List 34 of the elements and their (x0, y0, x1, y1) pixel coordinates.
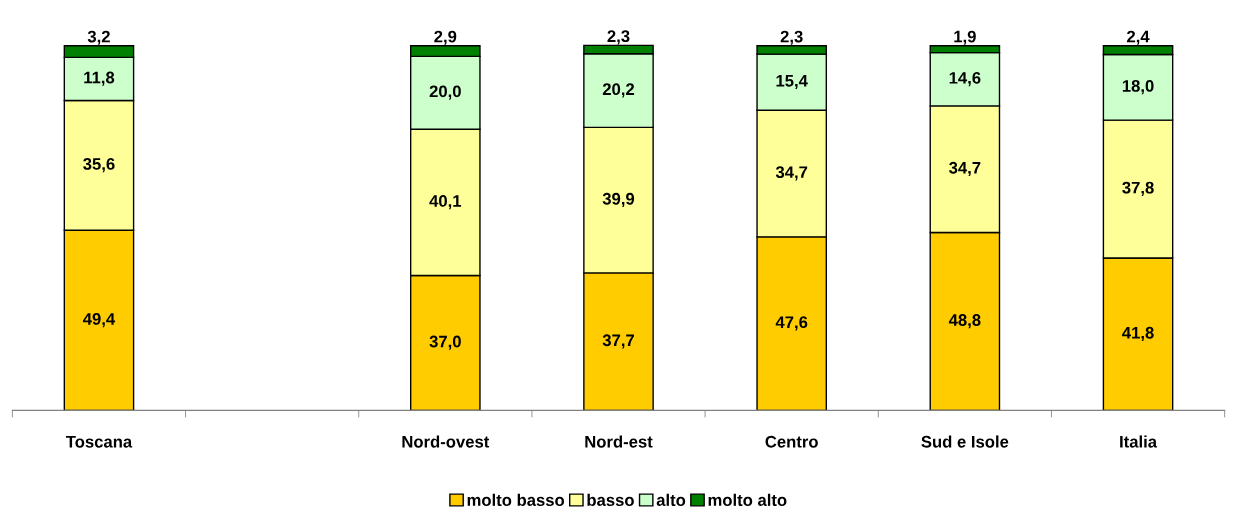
data-label: 15,4 (776, 75, 808, 90)
data-label: 34,7 (949, 161, 981, 177)
x-tick-label: Italia (1120, 435, 1158, 448)
x-tick-label: Toscana (65, 436, 133, 448)
data-label: 11,8 (84, 71, 115, 86)
data-label: 18,0 (1122, 79, 1154, 95)
legend-label: basso (587, 493, 634, 506)
legend-label: molto basso (467, 493, 565, 506)
legend-label: molto alto (708, 493, 787, 506)
x-tick-label: Nord-ovest (402, 435, 490, 448)
data-label: 48,8 (948, 314, 981, 329)
data-label: 40,1 (429, 195, 462, 210)
data-label: 37,0 (429, 335, 461, 350)
data-label: 20,2 (602, 83, 635, 98)
data-label: 2,4 (1127, 30, 1150, 45)
x-tick-label: Sud e Isole (921, 435, 1009, 448)
data-label: 1,9 (954, 30, 976, 45)
data-label: 37,8 (1122, 181, 1154, 196)
data-label: 2,9 (434, 30, 457, 45)
data-label: 14,6 (949, 71, 981, 87)
data-label: 39,9 (602, 192, 635, 208)
x-tick-label: Centro (765, 435, 818, 448)
data-label: 3,2 (87, 30, 110, 45)
data-label: 2,3 (780, 30, 803, 45)
data-label: 49,4 (83, 313, 116, 328)
data-label: 20,0 (429, 85, 461, 100)
data-label: 37,7 (602, 334, 634, 349)
data-label: 35,6 (83, 158, 115, 173)
data-label: 41,8 (1122, 326, 1154, 342)
data-label: 2,3 (607, 30, 630, 45)
data-label: 34,7 (775, 166, 808, 181)
legend-label: alto (656, 493, 686, 506)
x-tick-label: Nord-est (585, 435, 653, 448)
data-label: 47,6 (775, 316, 808, 331)
